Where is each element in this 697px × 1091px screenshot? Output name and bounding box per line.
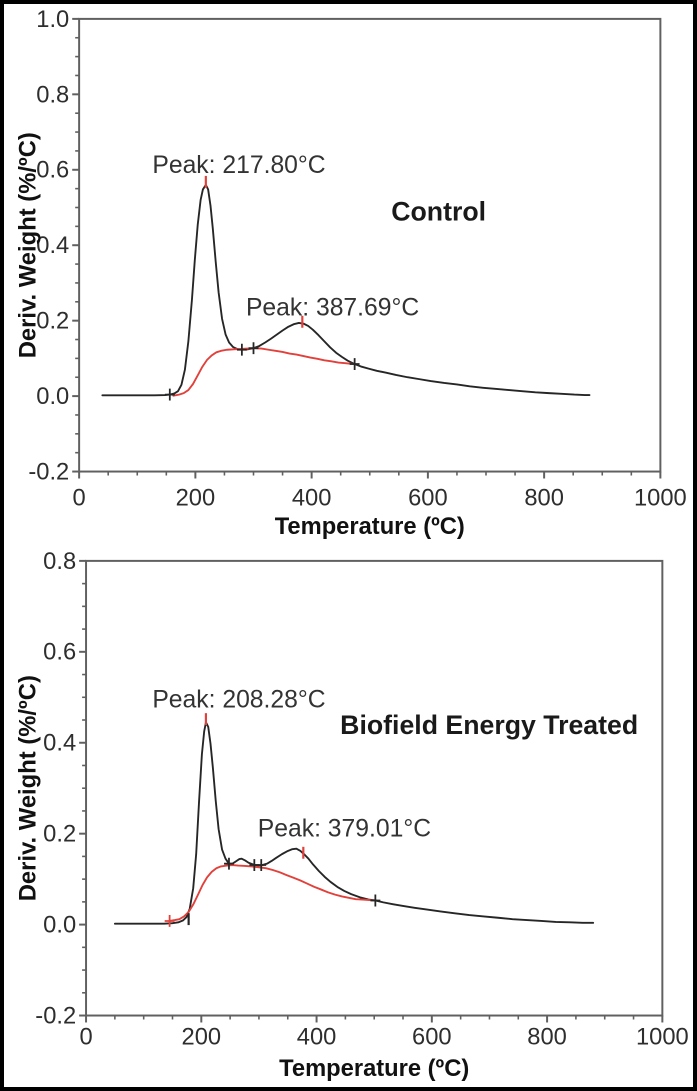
baseline-curve xyxy=(168,864,377,922)
curve-marker xyxy=(256,859,267,871)
x-tick-label: 0 xyxy=(79,1023,92,1050)
y-tick-label: -0.2 xyxy=(35,1002,76,1029)
y-tick-label: 0.8 xyxy=(36,81,69,108)
y-tick-label: 0.4 xyxy=(36,232,69,259)
x-tick-label: 200 xyxy=(176,484,216,511)
x-tick-label: 600 xyxy=(412,1023,452,1050)
curve-marker xyxy=(236,343,247,356)
plot-frame xyxy=(78,17,662,473)
curve-marker xyxy=(164,915,175,927)
y-tick-label: 0.4 xyxy=(43,730,76,757)
x-axis: 0 200 400 600 800 1000 xyxy=(79,1015,689,1050)
y-axis-label: Deriv. Weight (%/ºC) xyxy=(15,132,42,358)
x-tick-label: 400 xyxy=(297,1023,337,1050)
y-tick-label: 0.0 xyxy=(43,911,76,938)
y-tick-label: 0.6 xyxy=(36,157,69,184)
x-axis: 0 200 400 600 800 1000 xyxy=(73,471,687,511)
x-axis-label: Temperature (ºC) xyxy=(279,1055,469,1082)
curve-marker xyxy=(248,342,259,355)
x-tick-label: 600 xyxy=(408,484,448,511)
curve-marker xyxy=(370,894,381,907)
peak-annotation: Peak: 379.01°C xyxy=(258,815,431,842)
chart-title: Biofield Energy Treated xyxy=(340,710,638,740)
chart-control: 0 200 400 600 800 1000 -0.2 0.0 0.2 0.4 0.6 0.8 1.0 T… xyxy=(15,6,687,540)
curve-marker xyxy=(224,857,234,870)
x-tick-label: 800 xyxy=(524,484,564,511)
chart-biofield: 0 200 400 600 800 1000 -0.2 0.0 0.2 0.4 0.6 0.8 Temp… xyxy=(15,548,689,1082)
dtg-curve xyxy=(101,183,591,397)
y-tick-label: 0.0 xyxy=(36,383,69,410)
baseline-curve xyxy=(172,347,356,397)
y-axis: -0.2 0.0 0.2 0.4 0.6 0.8 1.0 xyxy=(28,6,80,486)
y-tick-label: -0.2 xyxy=(28,458,69,485)
y-axis: -0.2 0.0 0.2 0.4 0.6 0.8 xyxy=(35,548,87,1029)
x-tick-label: 0 xyxy=(73,484,86,511)
peak-annotation: Peak: 387.69°C xyxy=(246,295,419,322)
x-tick-label: 1000 xyxy=(636,1023,689,1050)
y-tick-label: 0.8 xyxy=(43,548,76,575)
x-axis-label: Temperature (ºC) xyxy=(275,513,465,540)
curve-marker xyxy=(349,358,360,370)
peak-annotation: Peak: 208.28°C xyxy=(152,686,325,713)
dtg-thermogram-charts: 0 200 400 600 800 1000 -0.2 0.0 0.2 0.4 0.6 0.8 1.0 T… xyxy=(15,6,689,1082)
peak-annotation: Peak: 217.80°C xyxy=(152,152,325,179)
x-tick-label: 400 xyxy=(292,484,332,511)
y-tick-label: 0.6 xyxy=(43,639,76,666)
chart-title: Control xyxy=(391,196,486,226)
y-tick-label: 0.2 xyxy=(43,821,76,848)
y-tick-label: 1.0 xyxy=(36,6,69,33)
plot-frame xyxy=(85,559,664,1017)
dtg-curve xyxy=(113,721,595,925)
y-axis-label: Deriv. Weight (%/ºC) xyxy=(15,675,42,901)
x-tick-label: 1000 xyxy=(634,484,687,511)
y-tick-label: 0.2 xyxy=(36,308,69,335)
x-tick-label: 200 xyxy=(182,1023,222,1050)
curve-marker xyxy=(164,388,175,401)
x-tick-label: 800 xyxy=(527,1023,567,1050)
